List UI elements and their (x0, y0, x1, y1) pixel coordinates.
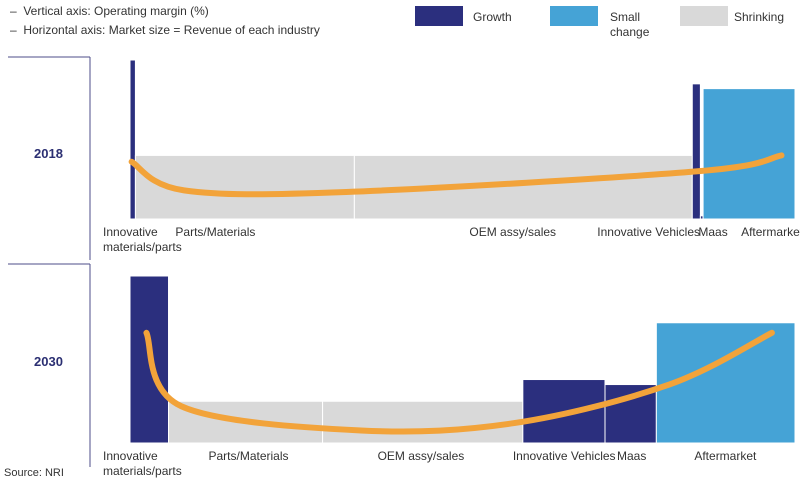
trend-curve-2030 (143, 329, 775, 435)
chart-panel-2030: Innovative materials/parts Parts/Materials… (103, 275, 796, 478)
category-label-2018-maas: Maas (698, 225, 727, 239)
bar-2030-oem-assy-sales (322, 400, 524, 444)
year-label-2030: 2030 (34, 354, 63, 369)
legend-label-small-change: Small change (610, 10, 650, 39)
bar-2018-innovative-vehicles (691, 83, 701, 220)
legend-label-shrinking: Shrinking (734, 10, 785, 24)
category-label-2030-oem-assy-sales: OEM assy/sales (378, 449, 465, 463)
category-label-2018-parts-materials: Parts/Materials (175, 225, 255, 239)
category-label-2018-innovative-vehicles: Innovative Vehicles (597, 225, 700, 239)
bar-2018-innovative-materials-parts (129, 59, 136, 220)
legend-swatch-growth (415, 6, 463, 26)
category-label-2018-oem-assy-sales: OEM assy/sales (469, 225, 556, 239)
chart-panel-2018: Innovative materials/partsParts/Materials… (103, 59, 800, 254)
bar-2030-innovative-vehicles (522, 379, 606, 444)
year-label-2018: 2018 (34, 146, 63, 161)
category-label-2030-aftermarket: Aftermarket (694, 449, 757, 463)
category-label-2018-aftermarket: Aftermarket (741, 225, 800, 239)
legend-label-growth: Growth (473, 10, 512, 24)
category-label-2030-parts-materials: Parts/Materials (209, 449, 289, 463)
category-label-2030-innovative-materials-parts: Innovative materials/parts (103, 449, 182, 478)
note-horizontal-axis: – Horizontal axis: Market size = Revenue… (10, 23, 320, 37)
category-label-2030-maas: Maas (617, 449, 646, 463)
trend-curve-2018 (128, 152, 785, 198)
note-vertical-axis-text: Vertical axis: Operating margin (%) (23, 4, 209, 18)
category-label-2030-innovative-vehicles: Innovative Vehicles (513, 449, 616, 463)
note-vertical-axis: – Vertical axis: Operating margin (%) (10, 4, 209, 18)
legend-swatch-shrinking (680, 6, 728, 26)
bar-2018-oem-assy-sales (353, 154, 693, 220)
legend-swatch-small-change (550, 6, 598, 26)
category-label-2018-innovative-materials-parts: Innovative materials/parts (103, 225, 182, 254)
source-note: Source: NRI (4, 467, 64, 479)
note-horizontal-axis-text: Horizontal axis: Market size = Revenue o… (23, 23, 320, 37)
